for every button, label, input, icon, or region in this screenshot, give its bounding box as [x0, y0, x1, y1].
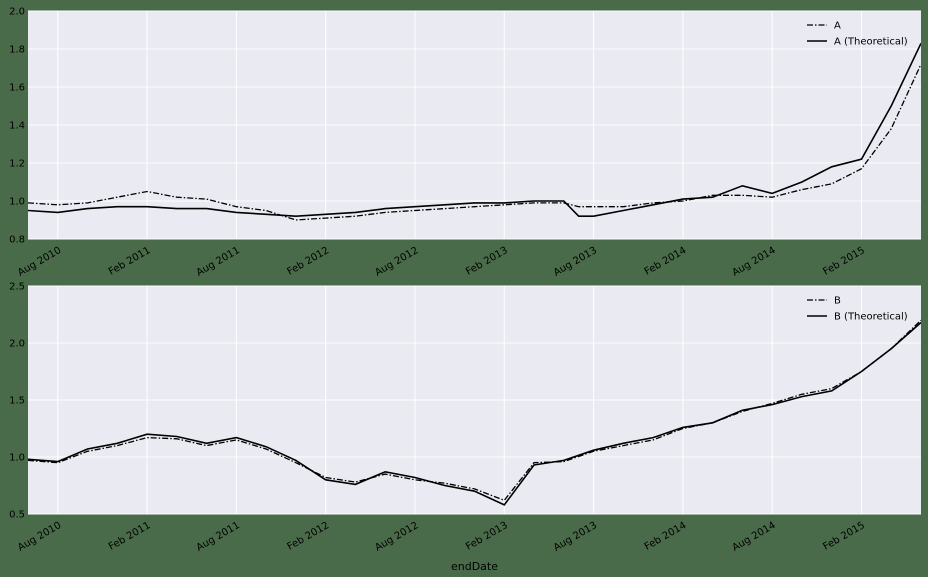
x-tick-label: Aug 2012: [373, 520, 420, 554]
x-tick-label: Feb 2013: [464, 520, 510, 553]
x-tick-label: Aug 2014: [730, 520, 777, 554]
y-tick-label: 1.2: [9, 159, 25, 170]
legend-label: A: [834, 21, 841, 32]
y-tick-label: 2.0: [9, 339, 25, 350]
x-tick-label: Feb 2011: [107, 245, 153, 278]
x-tick-label: Aug 2010: [16, 245, 63, 279]
y-tick-label: 1.6: [9, 83, 25, 94]
x-tick-label: Aug 2012: [373, 245, 420, 279]
x-tick-label: Aug 2013: [552, 520, 599, 554]
x-tick-label: Feb 2014: [643, 520, 689, 553]
x-tick-label: Feb 2012: [286, 245, 332, 278]
y-tick-label: 1.5: [9, 396, 25, 407]
x-tick-label: Feb 2011: [107, 520, 153, 553]
series-line-a-theoretical: [28, 42, 921, 218]
y-tick-label: 0.8: [9, 235, 25, 246]
x-tick-label: Feb 2012: [286, 520, 332, 553]
y-tick-label: 2.5: [9, 282, 25, 293]
x-tick-label: Aug 2011: [195, 520, 242, 554]
x-tick-label: Aug 2014: [730, 245, 777, 279]
x-axis-label: endDate: [451, 560, 498, 573]
x-tick-label: Feb 2013: [464, 245, 510, 278]
y-tick-label: 1.8: [9, 45, 25, 56]
y-tick-label: 0.5: [9, 510, 25, 521]
x-tick-label: Feb 2014: [643, 245, 689, 278]
legend-label: A (Theoretical): [834, 37, 908, 48]
y-tick-label: 1.0: [9, 197, 25, 208]
series-line-b-theoretical: [28, 321, 921, 506]
x-tick-label: Aug 2013: [552, 245, 599, 279]
legend: B B (Theoretical): [807, 296, 908, 323]
x-tick-label: Aug 2010: [16, 520, 63, 554]
x-tick-label: Feb 2015: [821, 520, 867, 553]
series-line-b: [28, 319, 921, 502]
chart-panel-top: 0.8 1.0 1.2 1.4 1.6 1.8 2.0 Aug 2010 Feb 2011 Aug…: [9, 7, 921, 279]
legend-label: B (Theoretical): [834, 312, 908, 323]
y-tick-label: 1.4: [9, 121, 25, 132]
chart-panel-bottom: 0.5 1.0 1.5 2.0 2.5 Aug 2010 Feb 2011 Aug 2011 F…: [9, 282, 921, 573]
y-tick-label: 2.0: [9, 7, 25, 18]
y-tick-label: 1.0: [9, 453, 25, 464]
legend: A A (Theoretical): [807, 21, 908, 48]
x-tick-label: Feb 2015: [821, 245, 867, 278]
x-tick-label: Aug 2011: [195, 245, 242, 279]
legend-label: B: [834, 296, 841, 307]
